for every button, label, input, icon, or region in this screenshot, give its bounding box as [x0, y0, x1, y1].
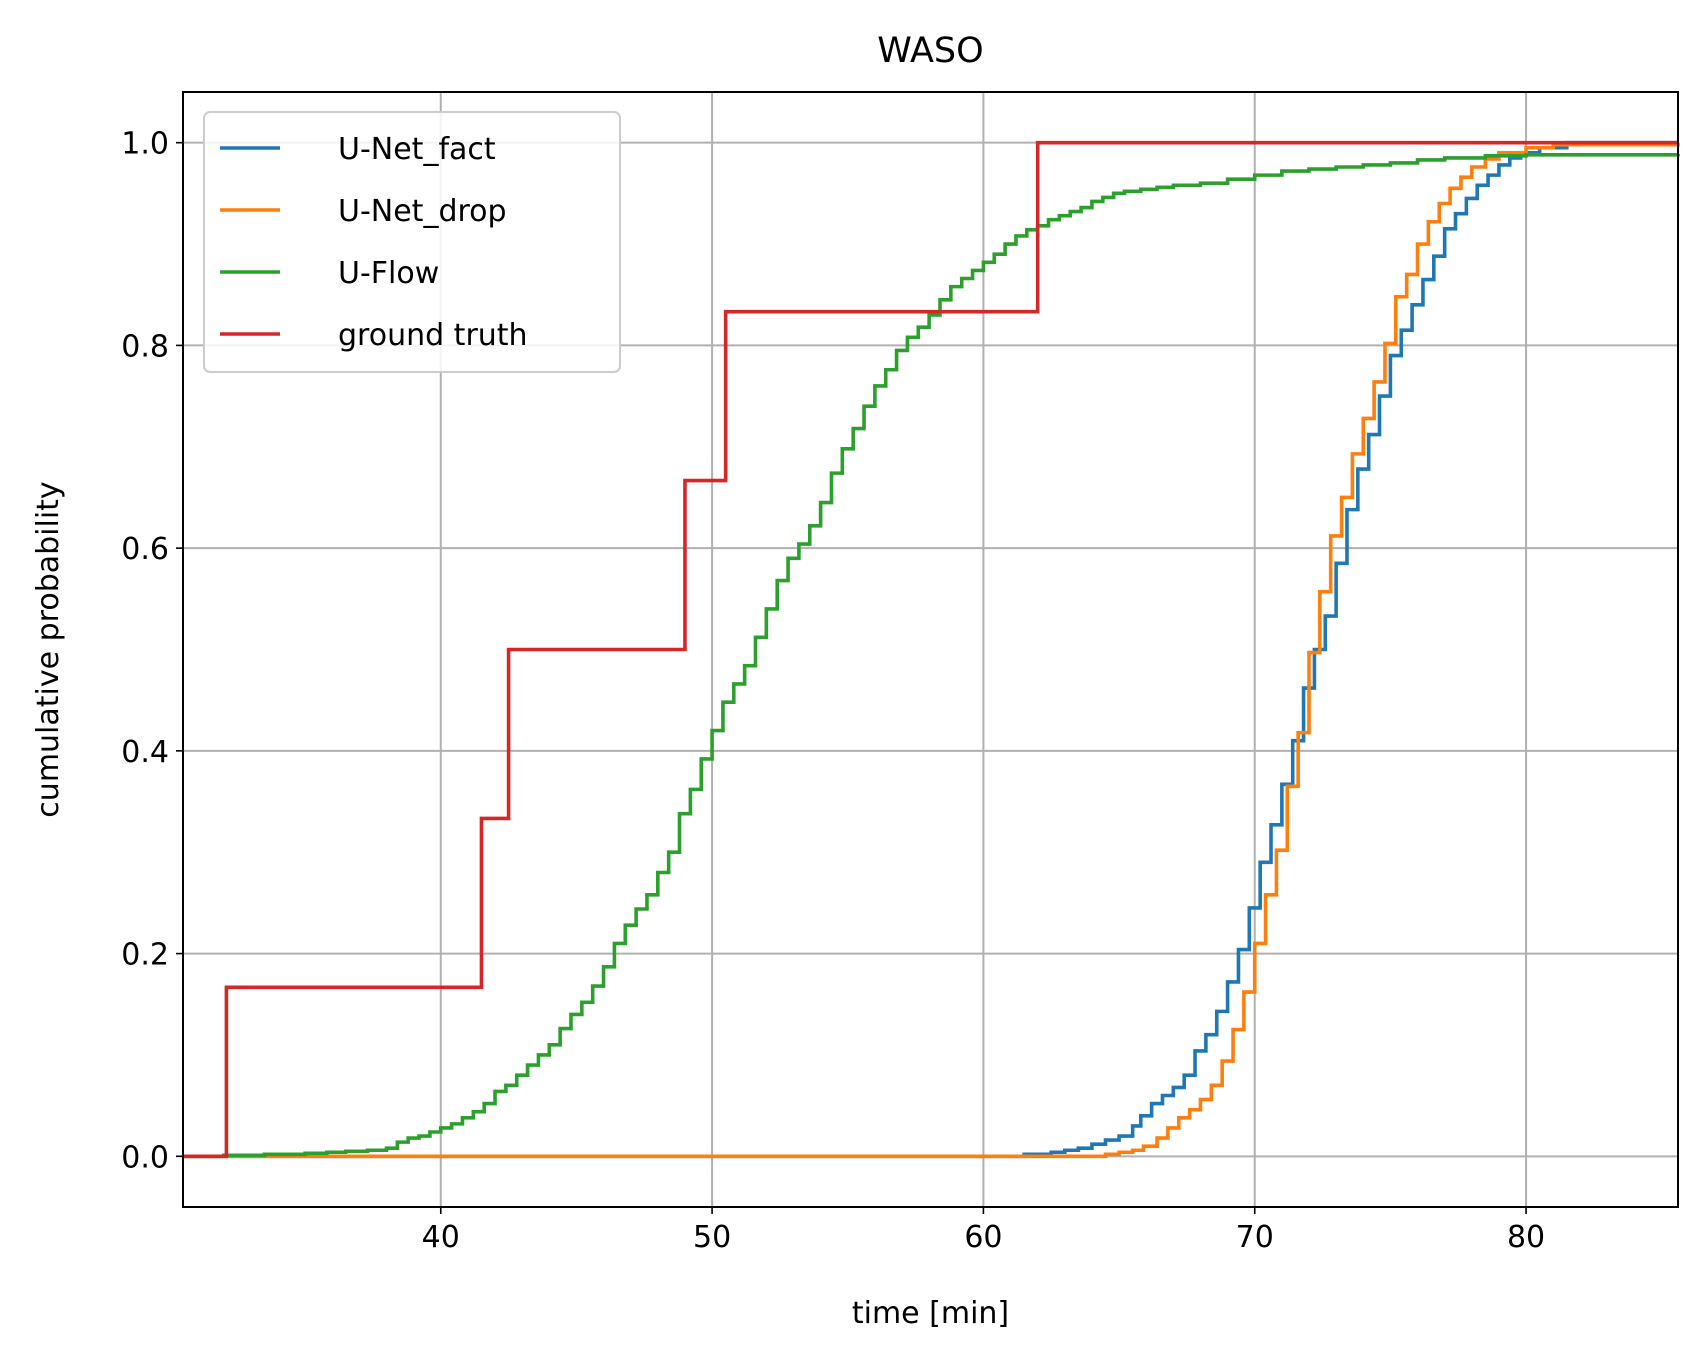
- y-tick-label: 1.0: [121, 127, 169, 162]
- chart-title: WASO: [877, 31, 983, 71]
- series-line-ground-truth: [183, 140, 1678, 1159]
- series-layer: [183, 140, 1680, 1159]
- legend-label-u-flow: U-Flow: [338, 256, 439, 291]
- axis-ticks: 40 50 60 70 80 0.0 0.2 0.4 0.6 0.8 1.0: [121, 127, 1545, 1255]
- x-tick-label: 70: [1236, 1220, 1274, 1255]
- x-axis-label: time [min]: [852, 1296, 1009, 1331]
- legend: U-Net_fact U-Net_drop U-Flow ground truth: [203, 111, 621, 373]
- y-tick-label: 0.2: [121, 938, 169, 973]
- plot-frame: [182, 91, 1679, 1208]
- y-tick-label: 0.0: [121, 1140, 169, 1175]
- legend-label-u-net-drop: U-Net_drop: [338, 194, 507, 229]
- y-axis-label: cumulative probability: [31, 481, 66, 817]
- series-line-u-net-fact: [183, 140, 1678, 1159]
- x-tick-label: 60: [964, 1220, 1002, 1255]
- series-line-u-flow: [183, 153, 1680, 1159]
- legend-label-u-net-fact: U-Net_fact: [338, 132, 496, 167]
- x-tick-label: 40: [422, 1220, 460, 1255]
- legend-items: U-Net_fact U-Net_drop U-Flow ground truth: [220, 132, 528, 353]
- y-tick-label: 0.8: [121, 329, 169, 364]
- x-tick-label: 50: [693, 1220, 731, 1255]
- legend-label-ground-truth: ground truth: [338, 318, 528, 353]
- series-line-u-net-drop: [183, 142, 1680, 1159]
- x-tick-label: 80: [1507, 1220, 1545, 1255]
- legend-box: [203, 111, 621, 373]
- y-tick-label: 0.4: [121, 735, 169, 770]
- y-tick-label: 0.6: [121, 532, 169, 567]
